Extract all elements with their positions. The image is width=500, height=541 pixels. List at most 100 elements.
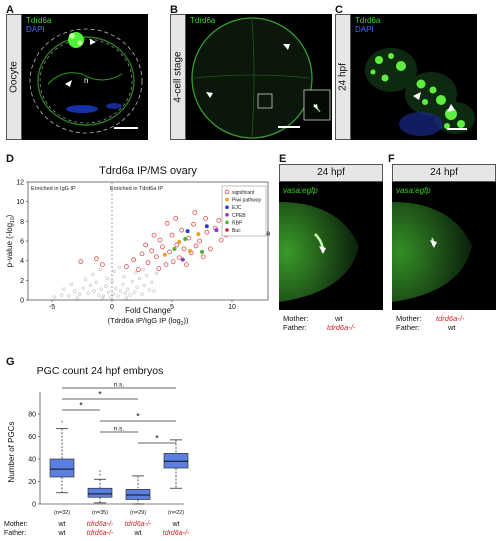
volcano-region-right: Enriched in Tdrd6a IP (110, 186, 163, 192)
volcano-point-background (92, 289, 96, 293)
volcano-point-category (200, 249, 204, 254)
volcano-point-significant (192, 210, 198, 215)
box-group-n: (n=32) (54, 510, 70, 516)
box-iqr (125, 489, 151, 500)
volcano-point-significant (163, 262, 169, 267)
volcano-point-background (140, 292, 144, 296)
volcano-point-background (98, 267, 102, 272)
box-y-tick-label: 60 (28, 434, 36, 441)
volcano-point-background (118, 289, 123, 293)
panel-a-channel-gfp: Tdrd6a (26, 16, 52, 25)
panel-a-nucleus-label: n (84, 76, 89, 85)
box-mother-row-label: Mother: (4, 521, 28, 528)
box-iqr (163, 453, 189, 469)
volcano-point-background (128, 293, 132, 297)
panel-c-stage-tab: 24 hpf (335, 14, 351, 140)
volcano-point-background (154, 271, 159, 276)
panel-letter-b: B (170, 4, 178, 16)
volcano-point-background (75, 296, 79, 300)
volcano-point-significant (183, 262, 189, 267)
panel-e-father-genotype: tdrd6a-/- (327, 323, 356, 332)
volcano-legend-marker (225, 228, 229, 232)
panel-c-channel-dapi: DAPI (355, 25, 374, 34)
volcano-point-significant (100, 262, 105, 267)
volcano-point-background (121, 282, 125, 286)
volcano-point-significant (164, 220, 170, 226)
volcano-x-axis-label: Fold Change (125, 306, 171, 315)
volcano-point-background (97, 293, 101, 297)
panel-e-father-row: Father: tdrd6a-/- (283, 323, 383, 332)
volcano-x-tick-label: 10 (228, 304, 236, 311)
volcano-plot: Tdrd6a IP/MS ovary Enriched in IgG IP En… (5, 165, 270, 327)
box-group-mother: wt (172, 521, 180, 528)
box-y-tick-label: 40 (28, 457, 36, 464)
volcano-point-significant (181, 246, 187, 252)
volcano-point-background (130, 279, 135, 283)
volcano-legend-box (221, 185, 267, 237)
volcano-point-significant (173, 215, 179, 221)
volcano-point-background (67, 294, 71, 298)
volcano-legend-marker (224, 189, 230, 195)
volcano-point-background (152, 289, 156, 293)
box-iqr (87, 487, 113, 498)
volcano-point-significant (139, 251, 145, 257)
panel-b-micrograph: Tdrd6a (186, 14, 332, 140)
volcano-point-background (59, 293, 64, 297)
panel-e-father-label: Father: (283, 323, 307, 332)
panel-f-father-label: Father: (396, 323, 420, 332)
box-significance-label: * (98, 390, 102, 400)
box-outlier: * (61, 421, 64, 427)
volcano-point-background (99, 287, 103, 291)
volcano-point-background (113, 286, 118, 290)
volcano-legend-label: EJC (232, 205, 242, 211)
panel-f-stage-label: 24 hpf (430, 167, 458, 178)
volcano-point-significant (218, 237, 224, 243)
box-group-mother: tdrd6a-/- (125, 521, 152, 528)
volcano-point-background (100, 296, 105, 300)
volcano-point-background (110, 279, 114, 283)
volcano-point-background (111, 292, 115, 296)
box-father-row-label: Father: (4, 530, 26, 537)
box-iqr (49, 458, 75, 478)
panel-a-stage-label: Oocyte (8, 61, 20, 93)
volcano-point-significant (131, 257, 137, 263)
volcano-point-background (62, 287, 66, 291)
volcano-y-tick-label: 0 (20, 298, 24, 305)
volcano-point-background (137, 276, 142, 281)
panel-e-micrograph: vasa:egfp (279, 182, 383, 310)
box-significance-label: * (136, 412, 140, 422)
panel-e-reporter: vasa:egfp (283, 186, 318, 195)
volcano-point-significant (174, 242, 180, 248)
volcano-point-background (88, 283, 93, 287)
volcano-point-background (104, 284, 108, 288)
panel-c-channel-gfp: Tdrd6a (355, 16, 381, 25)
volcano-point-background (122, 274, 126, 279)
volcano-y-tick-label: 6 (20, 239, 24, 246)
volcano-point-background (124, 296, 129, 300)
volcano-point-significant (216, 217, 222, 223)
panel-letter-d: D (6, 153, 14, 165)
volcano-point-background (116, 294, 120, 298)
volcano-y-tick-label: 8 (20, 219, 24, 226)
volcano-x-axis-label-sub: (Tdrd6a IP/IgG IP (log2)) (107, 316, 189, 327)
panel-a-stage-tab: Oocyte (6, 14, 22, 140)
volcano-point-background (149, 280, 154, 284)
volcano-point-significant (203, 215, 209, 221)
volcano-point-significant (149, 248, 155, 254)
box-outlier: * (99, 474, 102, 480)
volcano-point-significant (193, 243, 199, 249)
panel-f-father-row: Father: wt (396, 323, 496, 332)
volcano-point-category (185, 229, 190, 234)
volcano-legend-label: CPEB (232, 213, 246, 219)
volcano-point-background (117, 265, 121, 270)
box-significance-label: n.s. (114, 426, 125, 433)
volcano-point-category (180, 257, 185, 262)
volcano-point-category (177, 239, 182, 244)
panel-e-mother-label: Mother: (283, 314, 309, 323)
volcano-y-axis-label: p-value (-log10) (5, 214, 16, 267)
volcano-point-significant (78, 259, 84, 265)
volcano-point-significant (143, 242, 149, 248)
volcano-region-left: Enriched in IgG IP (31, 186, 76, 192)
volcano-point-background (109, 295, 113, 299)
volcano-legend-label: Piwi pathway (232, 198, 262, 204)
